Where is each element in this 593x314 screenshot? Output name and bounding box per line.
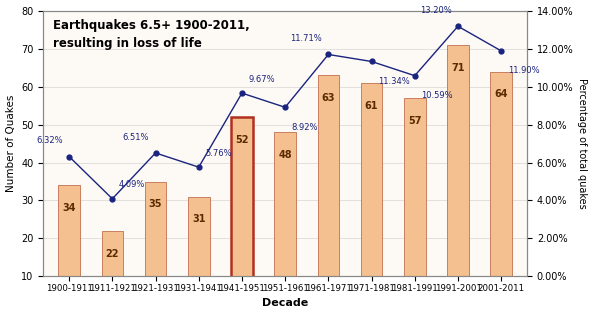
Text: 71: 71 — [451, 63, 465, 73]
Text: 8.92%: 8.92% — [292, 123, 318, 132]
Bar — [188, 197, 209, 314]
Text: 61: 61 — [365, 101, 378, 111]
Bar — [275, 132, 296, 314]
Bar — [404, 98, 426, 314]
Bar — [317, 75, 339, 314]
Text: Earthquakes 6.5+ 1900-2011,
resulting in loss of life: Earthquakes 6.5+ 1900-2011, resulting in… — [53, 19, 250, 50]
Text: 48: 48 — [278, 150, 292, 160]
Bar — [447, 45, 468, 314]
Text: 6.32%: 6.32% — [36, 136, 63, 145]
Text: 6.51%: 6.51% — [123, 133, 149, 142]
Y-axis label: Percentage of total quakes: Percentage of total quakes — [578, 78, 588, 209]
Bar — [145, 181, 167, 314]
Text: 11.90%: 11.90% — [508, 67, 539, 75]
Bar — [361, 83, 382, 314]
Text: 57: 57 — [408, 116, 422, 126]
Bar — [490, 72, 512, 314]
Text: 31: 31 — [192, 214, 206, 225]
Bar — [101, 231, 123, 314]
Text: 11.34%: 11.34% — [378, 77, 410, 86]
Text: 11.71%: 11.71% — [290, 34, 322, 43]
X-axis label: Decade: Decade — [262, 298, 308, 308]
Text: 9.67%: 9.67% — [248, 75, 275, 84]
Text: 5.76%: 5.76% — [205, 149, 232, 158]
Y-axis label: Number of Quakes: Number of Quakes — [5, 95, 15, 192]
Bar — [58, 185, 80, 314]
Text: 22: 22 — [106, 248, 119, 258]
Text: 13.20%: 13.20% — [420, 6, 451, 15]
Text: 35: 35 — [149, 199, 162, 209]
Text: 10.59%: 10.59% — [421, 91, 453, 100]
Text: 4.09%: 4.09% — [119, 180, 145, 189]
Text: 64: 64 — [495, 89, 508, 100]
Text: 34: 34 — [62, 203, 76, 213]
Bar — [231, 117, 253, 314]
Text: 52: 52 — [235, 135, 248, 145]
Text: 63: 63 — [321, 93, 335, 103]
